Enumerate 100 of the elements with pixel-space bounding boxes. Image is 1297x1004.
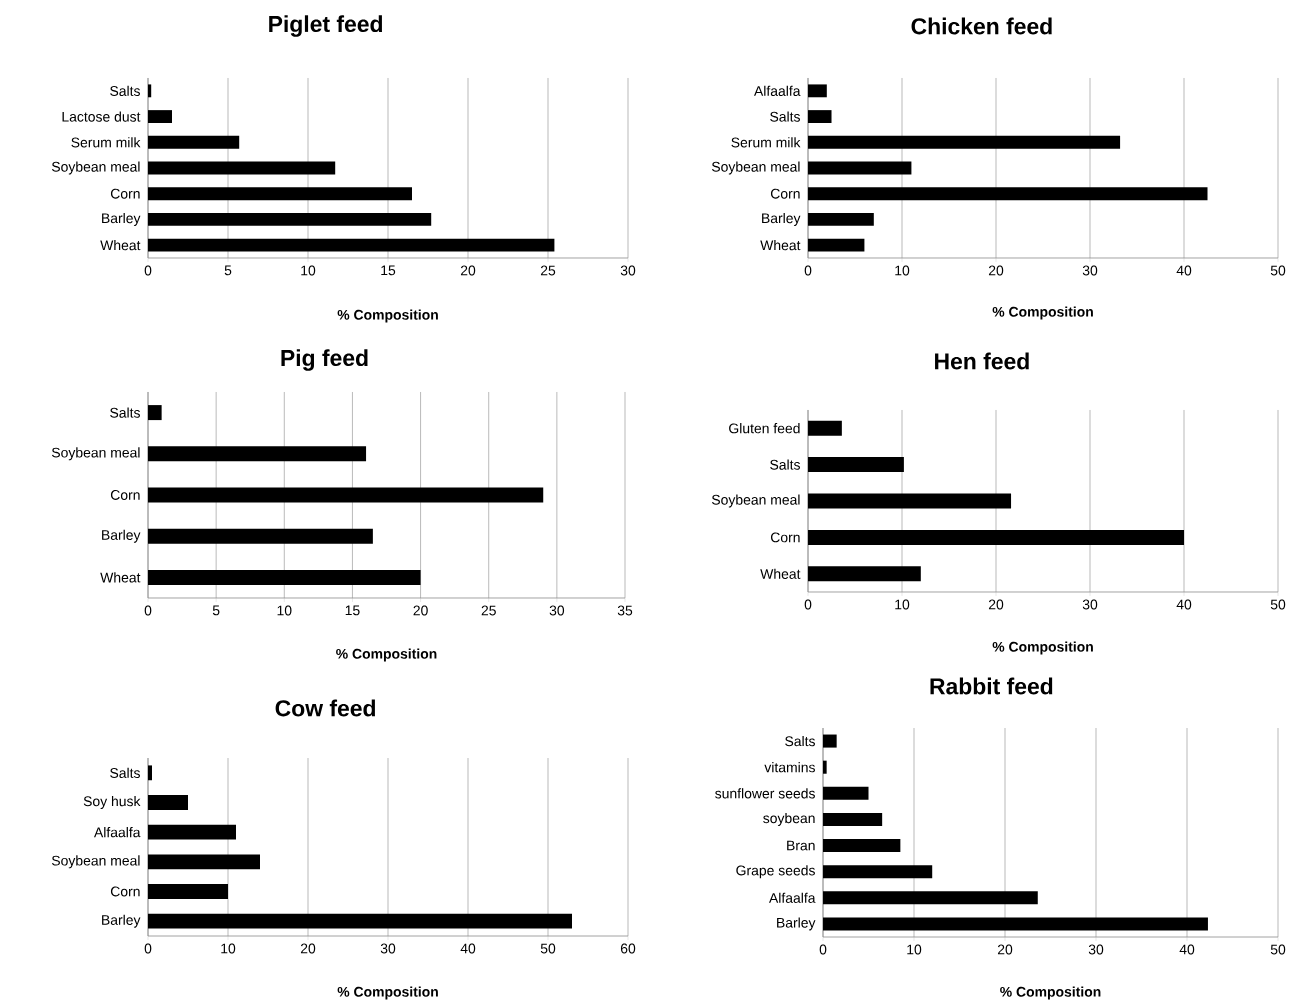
- bar: [823, 812, 883, 826]
- x-tick-label: 0: [804, 599, 812, 610]
- y-tick-label: Wheat: [100, 572, 141, 583]
- x-tick-label: 50: [1270, 265, 1286, 276]
- x-tick-label: 15: [345, 605, 360, 616]
- x-tick-label: 0: [144, 265, 152, 276]
- x-tick-label: 0: [144, 943, 152, 954]
- x-axis-title: % Composition: [337, 309, 438, 323]
- bar: [148, 238, 555, 252]
- bar: [808, 135, 1121, 149]
- x-tick-label: 30: [1082, 599, 1098, 610]
- bar: [148, 135, 240, 149]
- chart-title: Piglet feed: [269, 15, 382, 37]
- x-axis-title: % Composition: [992, 306, 1093, 320]
- x-tick-label: 15: [381, 265, 396, 276]
- y-tick-label: Salts: [770, 111, 800, 122]
- y-tick-label: Barley: [777, 917, 816, 931]
- y-tick-label: Corn: [110, 188, 140, 199]
- y-tick-label: Salts: [110, 85, 140, 96]
- y-tick-label: Serum milk: [71, 137, 141, 148]
- y-tick-label: Corn: [110, 886, 140, 897]
- y-tick-label: Barley: [102, 914, 141, 928]
- y-tick-label: Soybean meal: [711, 494, 800, 508]
- y-tick-label: Soybean meal: [51, 161, 140, 175]
- y-tick-label: Grape seeds: [736, 865, 815, 879]
- bar: [148, 913, 572, 929]
- y-tick-label: Barley: [762, 212, 801, 226]
- x-tick-label: 25: [481, 605, 496, 616]
- bar: [823, 786, 869, 800]
- bar: [823, 917, 1208, 931]
- bar: [808, 457, 904, 473]
- chart-title: Cow feed: [275, 699, 375, 717]
- y-tick-label: Serum milk: [731, 137, 801, 148]
- bar: [808, 566, 921, 582]
- x-tick-label: 20: [460, 265, 476, 276]
- y-tick-label: Lactose dust: [62, 111, 141, 122]
- y-tick-label: Barley: [102, 212, 141, 226]
- chart-title: Rabbit feed: [930, 677, 1053, 695]
- bar: [148, 854, 260, 870]
- x-tick-label: 10: [221, 943, 236, 954]
- bar: [823, 865, 933, 879]
- x-tick-label: 25: [540, 265, 556, 276]
- bar: [148, 84, 152, 98]
- bar: [808, 187, 1208, 201]
- x-tick-label: 30: [1082, 265, 1098, 276]
- bar: [808, 420, 842, 436]
- y-tick-label: Soybean meal: [711, 161, 800, 175]
- bar: [148, 405, 162, 421]
- bar: [808, 493, 1012, 509]
- y-tick-label: Alfaalfa: [754, 85, 801, 96]
- x-tick-label: 40: [460, 943, 476, 954]
- y-tick-label: Corn: [770, 188, 800, 199]
- y-tick-label: Salts: [110, 767, 140, 778]
- y-tick-label: Salts: [770, 459, 800, 470]
- x-tick-label: 40: [1176, 265, 1192, 276]
- bar: [148, 765, 152, 781]
- y-tick-label: Corn: [110, 490, 140, 500]
- y-tick-label: Wheat: [760, 568, 801, 579]
- bar: [808, 84, 827, 98]
- chart-title: Chicken feed: [911, 17, 1052, 35]
- x-tick-label: 5: [212, 605, 220, 616]
- bar: [148, 884, 228, 899]
- y-tick-label: Alfaalfa: [93, 827, 141, 838]
- x-tick-label: 0: [819, 944, 827, 955]
- x-tick-label: 50: [540, 943, 556, 954]
- y-tick-label: sunflower seeds: [715, 788, 815, 799]
- bar: [148, 569, 421, 585]
- x-tick-label: 30: [1088, 944, 1104, 955]
- bar: [808, 212, 874, 226]
- x-tick-label: 10: [301, 265, 316, 276]
- bar: [808, 110, 832, 123]
- y-tick-label: Salts: [785, 735, 815, 747]
- y-tick-label: vitamins: [764, 762, 815, 773]
- x-tick-label: 40: [1176, 599, 1192, 610]
- bar: [823, 891, 1038, 905]
- y-tick-label: Wheat: [760, 240, 801, 251]
- x-tick-label: 35: [617, 605, 633, 616]
- x-axis-title: % Composition: [337, 986, 438, 1000]
- x-axis-title: % Composition: [1000, 986, 1101, 1000]
- y-tick-label: Bran: [787, 840, 815, 851]
- x-tick-label: 5: [224, 265, 232, 276]
- x-tick-label: 20: [413, 605, 428, 616]
- bar: [148, 824, 236, 840]
- y-tick-label: Corn: [770, 532, 800, 543]
- bar: [823, 734, 837, 748]
- bar: [823, 760, 827, 774]
- x-tick-label: 30: [549, 605, 565, 616]
- x-tick-label: 20: [300, 943, 316, 954]
- x-tick-label: 30: [380, 943, 396, 954]
- y-tick-label: Salts: [110, 407, 140, 418]
- bar: [823, 839, 901, 853]
- y-tick-label: soybean: [763, 812, 815, 826]
- x-tick-label: 10: [895, 599, 910, 610]
- bar: [148, 487, 544, 503]
- y-tick-label: Gluten feed: [729, 423, 800, 434]
- x-tick-label: 50: [1270, 599, 1286, 610]
- chart-title: Hen feed: [935, 352, 1029, 370]
- x-axis-title: % Composition: [336, 648, 437, 662]
- chart-title: Pig feed: [281, 349, 368, 371]
- bar: [148, 212, 432, 226]
